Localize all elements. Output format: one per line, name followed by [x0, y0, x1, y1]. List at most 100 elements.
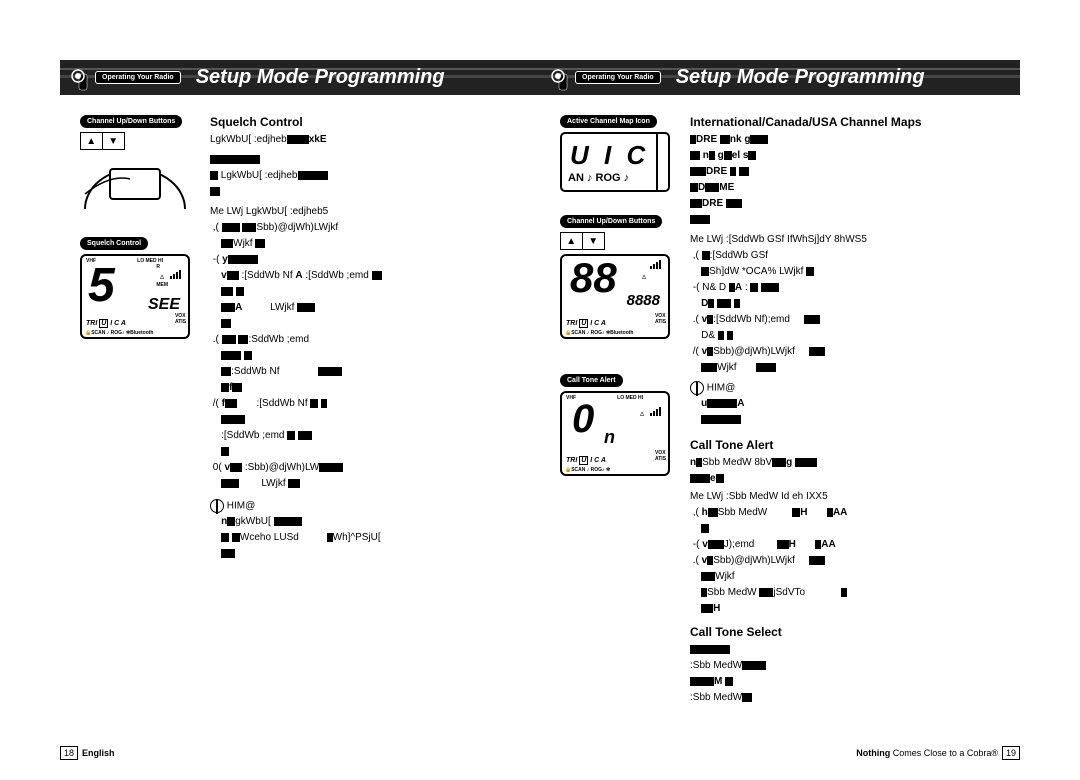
sel2: M	[690, 675, 1000, 689]
page-body: Channel Up/Down Buttons ▲▼ Squelch Contr…	[60, 100, 1020, 730]
s1b: Wjkf	[210, 237, 520, 251]
right-icon-strip: Active Channel Map Icon U I C AN ♪ ROG ♪…	[560, 110, 690, 730]
right-content: International/Canada/USA Channel Maps DR…	[690, 110, 1000, 730]
s2c	[210, 285, 520, 299]
footer: 18 English Nothing Comes Close to a Cobra…	[60, 746, 1020, 760]
radio-top-icon	[80, 154, 190, 209]
maps-title: International/Canada/USA Channel Maps	[690, 114, 1000, 131]
radio-handset-icon	[65, 64, 93, 92]
r4: DME	[690, 181, 1000, 195]
n3	[210, 547, 520, 561]
radio-handset-icon	[545, 64, 573, 92]
c2: e	[690, 472, 1000, 486]
s4b	[210, 413, 520, 427]
s4: /( f :[SddWb Nf	[210, 397, 520, 411]
rs4b: Wjkf	[690, 361, 1000, 375]
right-page: Active Channel Map Icon U I C AN ♪ ROG ♪…	[540, 100, 1020, 730]
note-icon	[690, 381, 704, 395]
rs2b: D	[690, 297, 1000, 311]
left-page: Channel Up/Down Buttons ▲▼ Squelch Contr…	[60, 100, 540, 730]
map-lcd-icon: U I C AN ♪ ROG ♪	[560, 132, 670, 192]
rs3: .( v:[SddWb Nf);emd	[690, 313, 1000, 327]
page-number-right: 19	[1002, 746, 1020, 760]
s2e	[210, 317, 520, 331]
l3	[210, 185, 520, 199]
l1	[210, 153, 520, 167]
sel0	[690, 643, 1000, 657]
rn: HIM@	[690, 381, 1000, 396]
s3b	[210, 349, 520, 363]
squelch-label: Squelch Control	[80, 237, 148, 250]
calltone-figure: Call Tone Alert VHF LO MED HI △ 0 n TRI …	[560, 369, 670, 476]
cs2: -( vJ);emd H AA	[690, 538, 1000, 552]
footer-lang: English	[82, 748, 115, 758]
rs1: ,( :[SddWb GSf	[690, 249, 1000, 263]
header-title-left: Setup Mode Programming	[196, 66, 445, 89]
sel-title: Call Tone Select	[690, 624, 1000, 641]
cs3d: H	[690, 602, 1000, 616]
l4: Me LWj LgkWbU[ :edjheb5	[210, 205, 520, 219]
note-icon	[210, 499, 224, 513]
s4c: :[SddWb ;emd	[210, 429, 520, 443]
cs1b	[690, 522, 1000, 536]
squelch-title: Squelch Control	[210, 114, 520, 131]
r1: DRE nk g	[690, 133, 1000, 147]
rs2: -( N& D A :	[690, 281, 1000, 295]
s3: .( :SddWb ;emd	[210, 333, 520, 347]
l2: LgkWbU[ :edjheb	[210, 169, 520, 183]
sel3: :Sbb MedW	[690, 691, 1000, 705]
header-left: Operating Your Radio Setup Mode Programm…	[60, 60, 540, 95]
rs3b: D&	[690, 329, 1000, 343]
s2d: A LWjkf	[210, 301, 520, 315]
squelch-lcd-figure: Squelch Control VHF LO MED HI R △ MEM 5 …	[80, 232, 190, 339]
cs1: ,( hSbb MedW H AA	[690, 506, 1000, 520]
cs3c: Sbb MedW jSdVTo	[690, 586, 1000, 600]
footer-right: Nothing Comes Close to a Cobra® 19	[856, 746, 1020, 760]
calltone-label: Call Tone Alert	[560, 374, 623, 387]
s5b: LWjkf	[210, 477, 520, 491]
s2: -( y	[210, 253, 520, 267]
s3d: f	[210, 381, 520, 395]
calltone-title: Call Tone Alert	[690, 437, 1000, 454]
squelch-lcd: VHF LO MED HI R △ MEM 5 SEE TRI U I C A …	[80, 254, 190, 339]
updown-label: Channel Up/Down Buttons	[80, 115, 182, 128]
rs4: /( vSbb)@djWh)LWjkf	[690, 345, 1000, 359]
n2: Wceho LUSd Wh]^PSjU[	[210, 531, 520, 545]
rline: Me LWj :[SddWb GSf IfWhSj]dY 8hWS5	[690, 233, 1000, 247]
cline: Me LWj :Sbb MedW Id eh IXX5	[690, 490, 1000, 504]
map-icon-figure: Active Channel Map Icon U I C AN ♪ ROG ♪	[560, 110, 670, 192]
arrow-buttons-icon: ▲▼	[80, 132, 125, 150]
sub-line: LgkWbU[ :edjhebxkE	[210, 133, 520, 147]
note-row: HIM@	[210, 499, 520, 514]
operating-label: Operating Your Radio	[575, 71, 661, 84]
s3c: :SddWb Nf	[210, 365, 520, 379]
footer-slogan-bold: Nothing	[856, 748, 890, 758]
page-number-left: 18	[60, 746, 78, 760]
calltone-lcd: VHF LO MED HI △ 0 n TRI U I C A VOXATIS …	[560, 391, 670, 476]
arrow-buttons-icon: ▲▼	[560, 232, 605, 250]
header-band: Operating Your Radio Setup Mode Programm…	[60, 60, 1020, 95]
rs1b: Sh]dW *OCA% LWjkf	[690, 265, 1000, 279]
rn2	[690, 413, 1000, 427]
s5: 0( v :Sbb)@djWh)LW	[210, 461, 520, 475]
operating-label: Operating Your Radio	[95, 71, 181, 84]
rn1: uA	[690, 397, 1000, 411]
updown-button-figure: Channel Up/Down Buttons ▲▼	[80, 110, 190, 214]
footer-left: 18 English	[60, 746, 115, 760]
s4d	[210, 445, 520, 459]
sel1: :Sbb MedW	[690, 659, 1000, 673]
left-content: Squelch Control LgkWbU[ :edjhebxkE LgkWb…	[210, 110, 520, 730]
s2b: v :[SddWb Nf A :[SddWb ;emd	[210, 269, 520, 283]
left-icon-strip: Channel Up/Down Buttons ▲▼ Squelch Contr…	[80, 110, 210, 730]
header-right: Operating Your Radio Setup Mode Programm…	[540, 60, 1020, 95]
map-label: Active Channel Map Icon	[560, 115, 657, 128]
cs3: .( vSbb)@djWh)LWjkf	[690, 554, 1000, 568]
header-title-right: Setup Mode Programming	[676, 66, 925, 89]
updown-figure-r: Channel Up/Down Buttons ▲▼ 88 △ 8888 TRI…	[560, 210, 670, 339]
s1: ,( Sbb)@djWh)LWjkf	[210, 221, 520, 235]
n1: ngkWbU[	[210, 515, 520, 529]
footer-slogan: Comes Close to a Cobra®	[890, 748, 998, 758]
r3: DRE	[690, 165, 1000, 179]
c1: nSbb MedW 8bVg	[690, 456, 1000, 470]
updown-label-r: Channel Up/Down Buttons	[560, 215, 662, 228]
